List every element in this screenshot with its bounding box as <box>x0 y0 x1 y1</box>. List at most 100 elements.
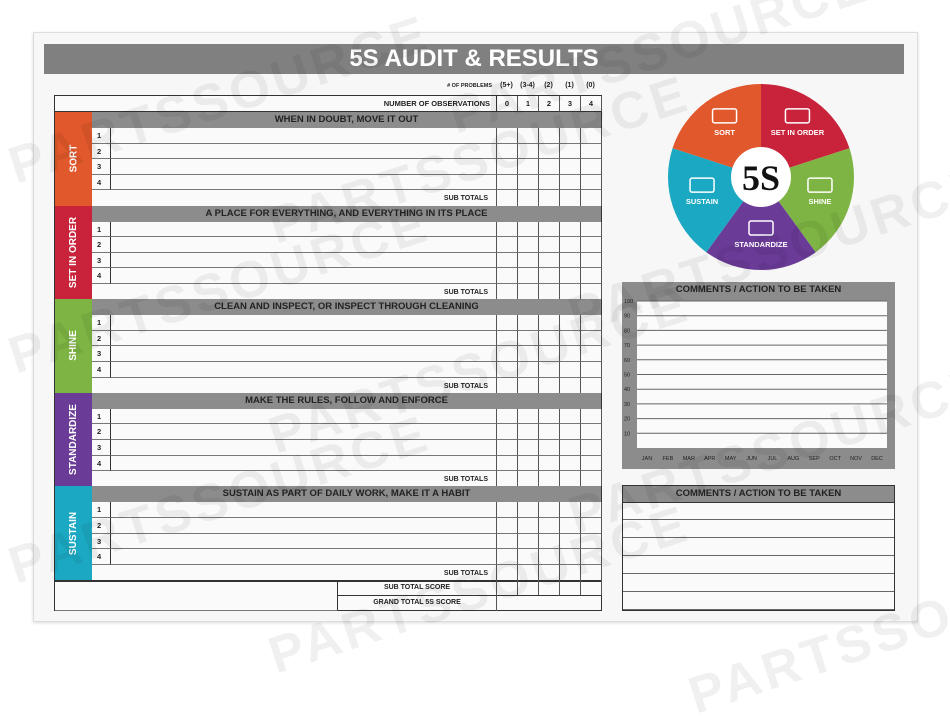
score-cell[interactable] <box>518 408 539 425</box>
score-cell[interactable] <box>497 252 518 269</box>
subtotal-cell[interactable] <box>497 564 518 580</box>
score-cell[interactable] <box>560 330 581 347</box>
score-cell[interactable] <box>518 252 539 269</box>
score-cell[interactable] <box>497 221 518 238</box>
subtotal-cell[interactable] <box>560 471 581 487</box>
score-cell[interactable] <box>497 424 518 440</box>
score-cell[interactable] <box>518 221 539 238</box>
score-cell[interactable] <box>518 424 539 440</box>
sub-total-score-cell[interactable] <box>581 580 602 596</box>
score-cell[interactable] <box>497 408 518 425</box>
score-cell[interactable] <box>518 518 539 534</box>
score-cell[interactable] <box>581 315 602 331</box>
score-cell[interactable] <box>560 174 581 191</box>
score-cell[interactable] <box>560 143 581 160</box>
score-cell[interactable] <box>560 502 581 518</box>
subtotal-cell[interactable] <box>539 471 560 487</box>
score-cell[interactable] <box>539 408 560 425</box>
comment-line[interactable] <box>623 592 894 610</box>
score-cell[interactable] <box>560 221 581 238</box>
score-cell[interactable] <box>560 237 581 253</box>
comment-line[interactable] <box>623 556 894 574</box>
sub-total-score-cell[interactable] <box>518 580 539 596</box>
score-cell[interactable] <box>497 315 518 331</box>
score-cell[interactable] <box>560 315 581 331</box>
score-cell[interactable] <box>518 455 539 472</box>
score-cell[interactable] <box>539 128 560 144</box>
notes-area[interactable] <box>55 580 338 611</box>
observation-input[interactable] <box>111 128 497 144</box>
subtotal-cell[interactable] <box>581 284 602 300</box>
subtotal-cell[interactable] <box>581 564 602 580</box>
score-cell[interactable] <box>518 268 539 284</box>
score-cell[interactable] <box>539 143 560 160</box>
score-cell[interactable] <box>581 502 602 518</box>
observation-input[interactable] <box>111 408 497 425</box>
observation-input[interactable] <box>111 159 497 175</box>
score-cell[interactable] <box>518 143 539 160</box>
subtotal-cell[interactable] <box>518 564 539 580</box>
score-cell[interactable] <box>497 174 518 191</box>
score-cell[interactable] <box>581 549 602 565</box>
subtotal-cell[interactable] <box>497 471 518 487</box>
observation-input[interactable] <box>111 268 497 284</box>
score-cell[interactable] <box>560 346 581 362</box>
score-cell[interactable] <box>539 237 560 253</box>
subtotal-cell[interactable] <box>518 190 539 206</box>
score-cell[interactable] <box>497 143 518 160</box>
score-cell[interactable] <box>497 549 518 565</box>
score-cell[interactable] <box>581 221 602 238</box>
score-cell[interactable] <box>497 237 518 253</box>
subtotal-cell[interactable] <box>518 284 539 300</box>
score-cell[interactable] <box>581 408 602 425</box>
comment-line[interactable] <box>623 502 894 520</box>
observation-input[interactable] <box>111 502 497 518</box>
sub-total-score-cell[interactable] <box>539 580 560 596</box>
subtotal-cell[interactable] <box>560 190 581 206</box>
score-cell[interactable] <box>497 533 518 550</box>
observation-input[interactable] <box>111 440 497 456</box>
score-cell[interactable] <box>581 440 602 456</box>
score-cell[interactable] <box>560 455 581 472</box>
comment-line[interactable] <box>623 574 894 592</box>
observation-input[interactable] <box>111 455 497 472</box>
score-cell[interactable] <box>581 268 602 284</box>
score-cell[interactable] <box>581 424 602 440</box>
score-cell[interactable] <box>518 128 539 144</box>
score-cell[interactable] <box>560 159 581 175</box>
sub-total-score-cell[interactable] <box>560 580 581 596</box>
score-cell[interactable] <box>581 143 602 160</box>
score-cell[interactable] <box>497 502 518 518</box>
comment-line[interactable] <box>623 520 894 538</box>
score-cell[interactable] <box>539 252 560 269</box>
score-cell[interactable] <box>518 549 539 565</box>
score-cell[interactable] <box>497 362 518 378</box>
score-cell[interactable] <box>539 174 560 191</box>
sub-total-score-cell[interactable] <box>497 580 518 596</box>
score-cell[interactable] <box>539 533 560 550</box>
score-cell[interactable] <box>581 174 602 191</box>
score-cell[interactable] <box>581 159 602 175</box>
score-cell[interactable] <box>539 268 560 284</box>
score-cell[interactable] <box>518 346 539 362</box>
observation-input[interactable] <box>111 315 497 331</box>
score-cell[interactable] <box>539 330 560 347</box>
score-cell[interactable] <box>560 424 581 440</box>
subtotal-cell[interactable] <box>539 377 560 393</box>
score-cell[interactable] <box>539 159 560 175</box>
score-cell[interactable] <box>518 440 539 456</box>
observation-input[interactable] <box>111 252 497 269</box>
score-cell[interactable] <box>497 346 518 362</box>
score-cell[interactable] <box>560 518 581 534</box>
score-cell[interactable] <box>581 518 602 534</box>
score-cell[interactable] <box>581 330 602 347</box>
score-cell[interactable] <box>560 252 581 269</box>
observation-input[interactable] <box>111 221 497 238</box>
subtotal-cell[interactable] <box>539 564 560 580</box>
observation-input[interactable] <box>111 330 497 347</box>
subtotal-cell[interactable] <box>518 471 539 487</box>
subtotal-cell[interactable] <box>539 190 560 206</box>
observation-input[interactable] <box>111 549 497 565</box>
subtotal-cell[interactable] <box>518 377 539 393</box>
score-cell[interactable] <box>539 502 560 518</box>
